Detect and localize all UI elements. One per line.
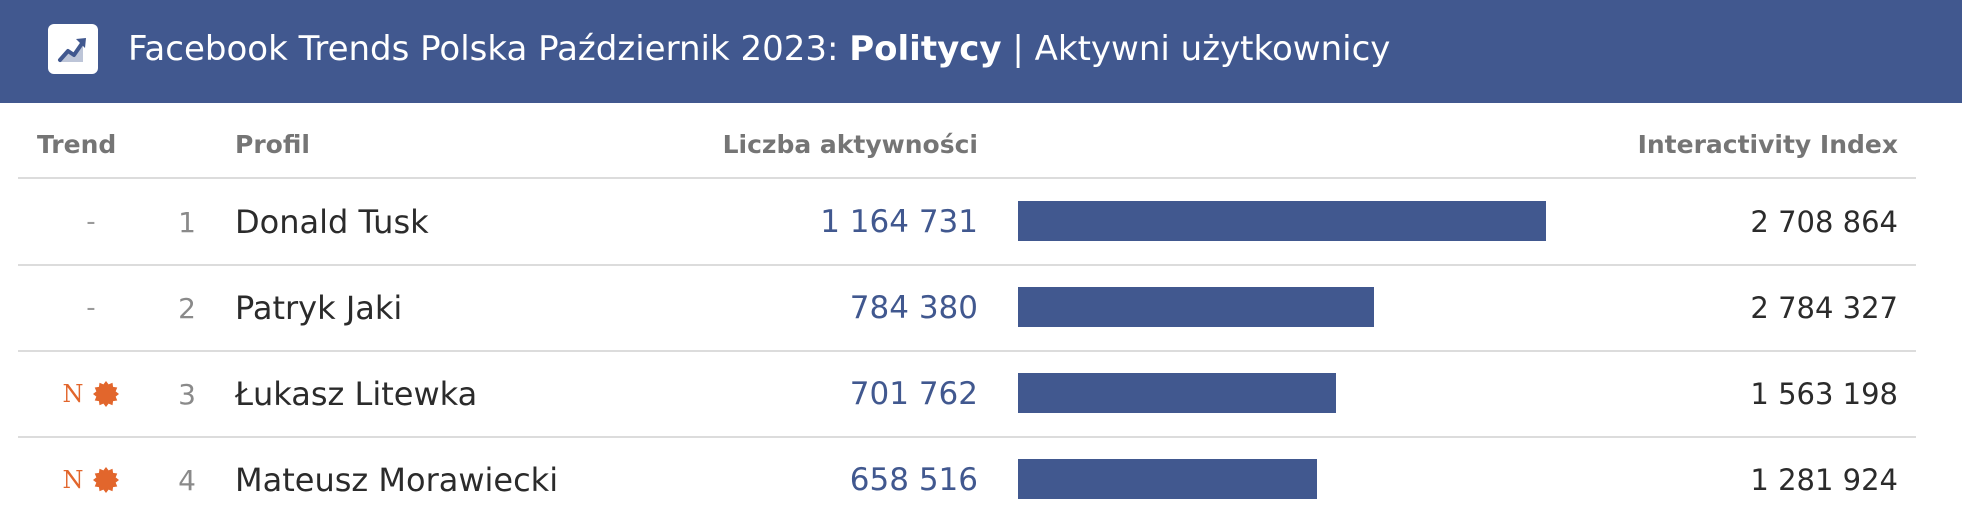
- profile-name[interactable]: Donald Tusk: [235, 203, 429, 241]
- header-divider: [18, 177, 1916, 179]
- new-burst-icon: [92, 467, 119, 493]
- activity-bar: [1018, 373, 1336, 413]
- trend-unchanged: -: [56, 266, 126, 350]
- trend-new-badge: N: [56, 352, 126, 436]
- trend-label: N: [62, 380, 84, 408]
- rank-number: 4: [178, 463, 196, 497]
- title-prefix: Facebook Trends Polska Październik 2023:: [128, 29, 850, 69]
- row-divider: [18, 350, 1916, 352]
- interactivity-index-value: 2 784 327: [1750, 291, 1898, 325]
- trend-up-chart-icon: [48, 24, 98, 74]
- rank-number: 3: [178, 377, 196, 411]
- table-row[interactable]: - 2 Patryk Jaki 784 380 2 784 327: [0, 266, 1962, 350]
- title-suffix: | Aktywni użytkownicy: [1001, 29, 1391, 69]
- column-header-index: Interactivity Index: [1637, 130, 1898, 159]
- row-divider: [18, 436, 1916, 438]
- table-row[interactable]: - 1 Donald Tusk 1 164 731 2 708 864: [0, 180, 1962, 264]
- row-divider: [18, 264, 1916, 266]
- interactivity-index-value: 2 708 864: [1750, 205, 1898, 239]
- page-title: Facebook Trends Polska Październik 2023:…: [128, 26, 1390, 72]
- new-burst-icon: [92, 381, 119, 407]
- trend-label: -: [86, 207, 96, 237]
- profile-name[interactable]: Mateusz Morawiecki: [235, 461, 559, 499]
- trend-unchanged: -: [56, 180, 126, 264]
- column-header-profile: Profil: [235, 130, 310, 159]
- table-row[interactable]: N 3 Łukasz Litewka 701 762 1 563 198: [0, 352, 1962, 436]
- activity-bar: [1018, 201, 1546, 241]
- activity-bar: [1018, 287, 1374, 327]
- profile-name[interactable]: Patryk Jaki: [235, 289, 403, 327]
- activity-count: 1 164 731: [820, 204, 978, 240]
- column-header-trend: Trend: [37, 130, 117, 159]
- profile-name[interactable]: Łukasz Litewka: [235, 375, 478, 413]
- rank-number: 1: [178, 205, 196, 239]
- activity-count: 784 380: [849, 290, 978, 326]
- activity-count: 658 516: [849, 462, 978, 498]
- trend-label: N: [62, 466, 84, 494]
- table-row[interactable]: N 4 Mateusz Morawiecki 658 516 1 281 924: [0, 438, 1962, 522]
- rank-number: 2: [178, 291, 196, 325]
- trend-new-badge: N: [56, 438, 126, 522]
- trend-label: -: [86, 293, 96, 323]
- column-header-activity: Liczba aktywności: [722, 130, 978, 159]
- activity-bar: [1018, 459, 1317, 499]
- interactivity-index-value: 1 563 198: [1750, 377, 1898, 411]
- interactivity-index-value: 1 281 924: [1750, 463, 1898, 497]
- header-banner: Facebook Trends Polska Październik 2023:…: [0, 0, 1962, 103]
- title-category: Politycy: [849, 29, 1002, 69]
- activity-count: 701 762: [849, 376, 978, 412]
